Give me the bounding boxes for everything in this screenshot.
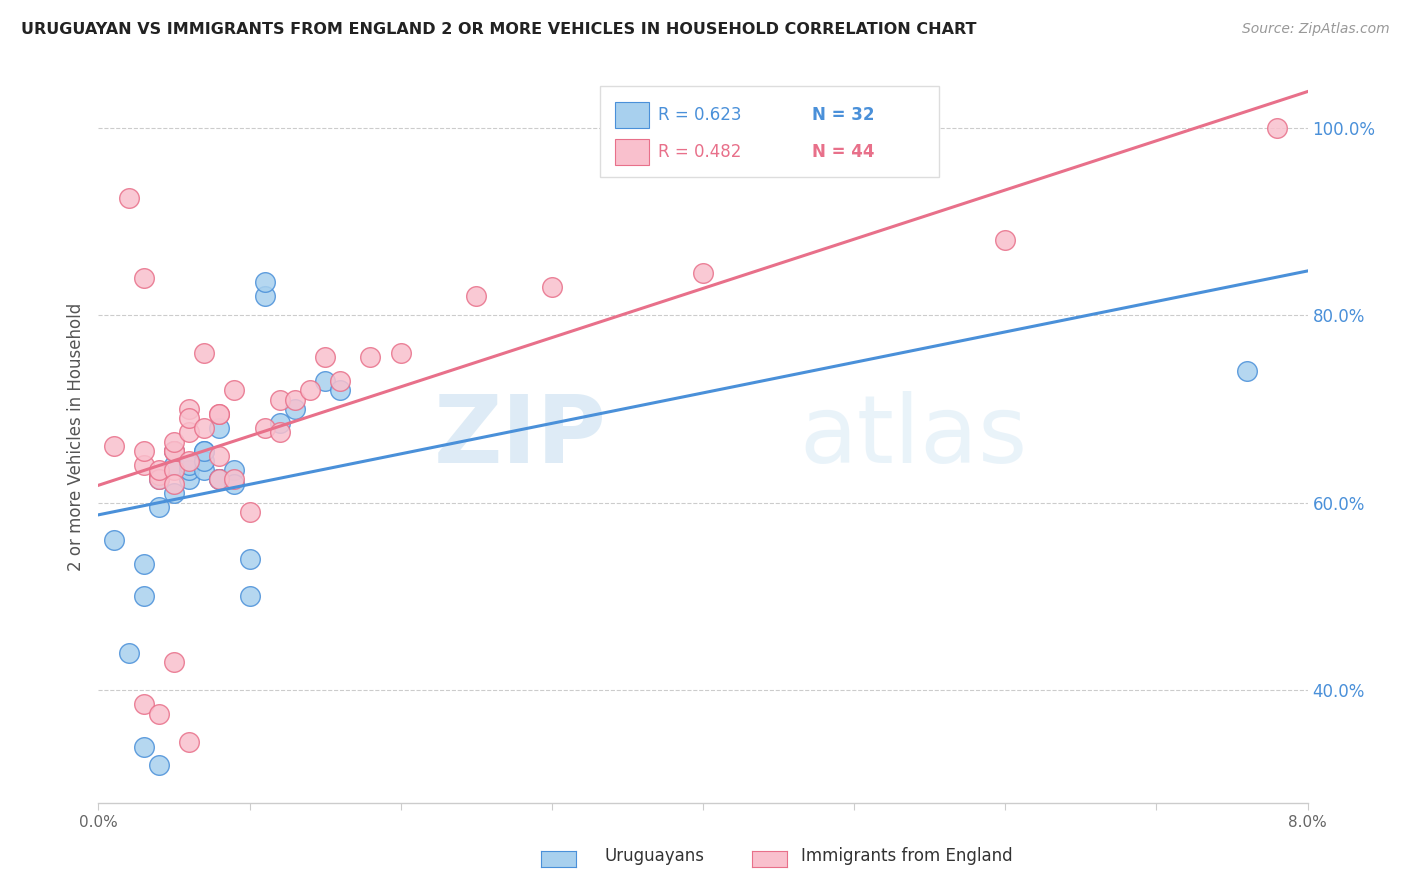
Point xyxy=(179,458,201,473)
Point xyxy=(148,500,170,515)
Point xyxy=(179,453,201,467)
Text: N = 32: N = 32 xyxy=(811,106,875,124)
Point xyxy=(132,557,155,571)
Point xyxy=(179,425,201,440)
Point xyxy=(360,351,382,365)
Text: R = 0.623: R = 0.623 xyxy=(658,106,742,124)
Bar xyxy=(614,138,648,165)
Point xyxy=(269,416,291,430)
Point xyxy=(148,472,170,486)
Point xyxy=(239,552,262,566)
Point xyxy=(163,477,186,491)
Point xyxy=(208,472,231,486)
Point xyxy=(163,444,186,458)
Point xyxy=(179,472,201,486)
Point xyxy=(208,420,231,434)
Point xyxy=(179,411,201,425)
Point xyxy=(132,698,155,712)
Point xyxy=(163,486,186,500)
Point xyxy=(208,407,231,421)
Text: Immigrants from England: Immigrants from England xyxy=(801,847,1014,865)
Point xyxy=(163,444,186,458)
Point xyxy=(269,425,291,440)
Point xyxy=(148,758,170,772)
Text: ZIP: ZIP xyxy=(433,391,606,483)
Point xyxy=(329,383,352,397)
Point xyxy=(208,472,231,486)
Bar xyxy=(614,102,648,128)
FancyBboxPatch shape xyxy=(600,86,939,178)
Text: Uruguayans: Uruguayans xyxy=(605,847,704,865)
Point xyxy=(284,392,307,407)
Text: N = 44: N = 44 xyxy=(811,143,875,161)
Text: atlas: atlas xyxy=(800,391,1028,483)
Point xyxy=(208,449,231,463)
Point xyxy=(224,383,246,397)
Point xyxy=(314,374,336,388)
Point xyxy=(269,392,291,407)
Point xyxy=(193,345,215,359)
Point xyxy=(540,280,562,294)
Point xyxy=(148,472,170,486)
Point xyxy=(132,270,155,285)
Point xyxy=(208,472,231,486)
Point xyxy=(163,463,186,477)
Point xyxy=(132,444,155,458)
Point xyxy=(132,739,155,754)
Point xyxy=(118,646,141,660)
Point xyxy=(1267,120,1289,135)
Point xyxy=(208,407,231,421)
Point xyxy=(224,477,246,491)
Point xyxy=(163,444,186,458)
Point xyxy=(132,590,155,604)
Point xyxy=(284,401,307,416)
Point xyxy=(179,735,201,749)
Text: Source: ZipAtlas.com: Source: ZipAtlas.com xyxy=(1241,22,1389,37)
Point xyxy=(692,266,714,280)
Point xyxy=(118,191,141,205)
Point xyxy=(193,444,215,458)
Point xyxy=(253,289,276,303)
Point xyxy=(224,463,246,477)
Point xyxy=(179,463,201,477)
Point xyxy=(163,655,186,669)
Text: URUGUAYAN VS IMMIGRANTS FROM ENGLAND 2 OR MORE VEHICLES IN HOUSEHOLD CORRELATION: URUGUAYAN VS IMMIGRANTS FROM ENGLAND 2 O… xyxy=(21,22,977,37)
Point xyxy=(193,463,215,477)
Point xyxy=(253,420,276,434)
Point xyxy=(389,345,412,359)
Point xyxy=(148,467,170,482)
Point xyxy=(329,374,352,388)
Point xyxy=(103,440,125,454)
Point xyxy=(239,505,262,519)
Point xyxy=(148,463,170,477)
Point xyxy=(299,383,322,397)
Point xyxy=(132,458,155,473)
Point xyxy=(193,420,215,434)
Point xyxy=(163,458,186,473)
Point xyxy=(994,233,1017,247)
Text: R = 0.482: R = 0.482 xyxy=(658,143,741,161)
Point xyxy=(179,401,201,416)
Point xyxy=(1236,364,1258,378)
Point xyxy=(163,434,186,449)
Point xyxy=(193,444,215,458)
Y-axis label: 2 or more Vehicles in Household: 2 or more Vehicles in Household xyxy=(66,303,84,571)
Point xyxy=(103,533,125,548)
Point xyxy=(148,706,170,721)
Point xyxy=(193,453,215,467)
Point xyxy=(239,590,262,604)
Point xyxy=(465,289,488,303)
Point xyxy=(314,351,336,365)
Point xyxy=(224,472,246,486)
Point xyxy=(253,276,276,290)
